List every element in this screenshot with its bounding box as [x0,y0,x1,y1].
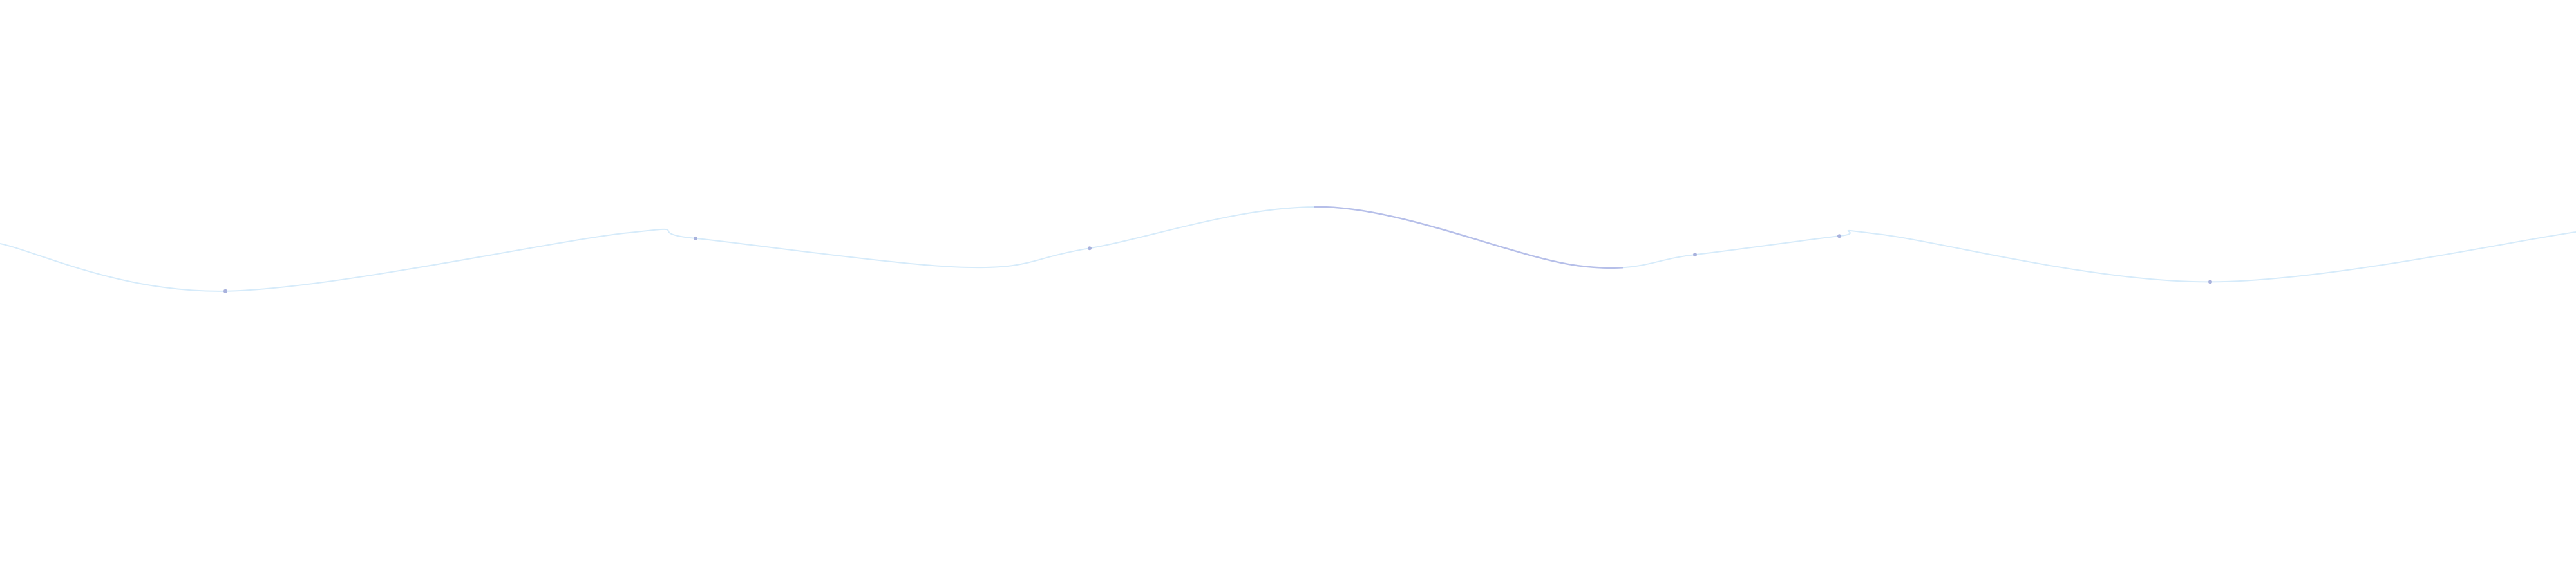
data-point-marker [694,236,697,240]
data-point-marker [1088,246,1092,251]
data-point-marker [2208,280,2212,284]
data-markers [223,234,2212,293]
data-point-marker [1837,234,1841,238]
data-point-marker [1693,253,1697,257]
data-point-marker [223,289,227,293]
highlighted-series-segment [1314,206,1623,269]
series-line [0,206,2576,292]
